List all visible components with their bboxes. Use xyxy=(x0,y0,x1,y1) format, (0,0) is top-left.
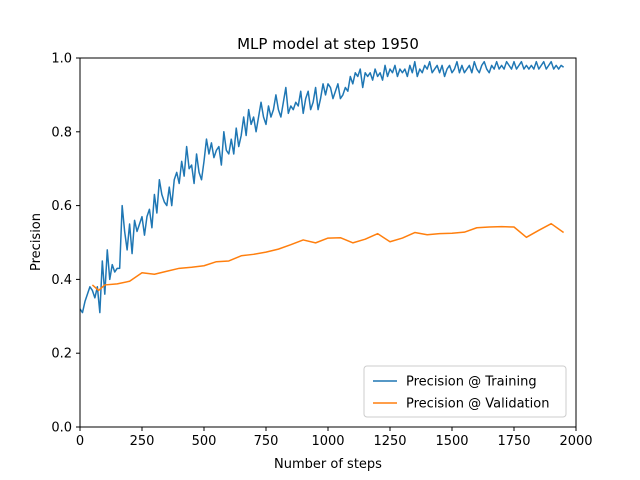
x-tick-label: 750 xyxy=(254,434,279,449)
x-tick-label: 2000 xyxy=(559,434,592,449)
legend-label: Precision @ Validation xyxy=(406,397,549,412)
plot-frame xyxy=(79,57,577,428)
y-tick-label: 0.2 xyxy=(51,347,72,362)
x-tick-label: 1750 xyxy=(497,434,530,449)
plot-area xyxy=(79,60,565,314)
x-tick-label: 1500 xyxy=(435,434,468,449)
y-tick-label: 0.4 xyxy=(51,273,72,288)
legend-box xyxy=(363,365,567,418)
y-tick-label: 0.8 xyxy=(51,125,72,140)
y-axis-title: Precision xyxy=(29,213,44,271)
y-axis: 0.0 0.2 0.4 0.6 0.8 1.0 xyxy=(51,52,80,436)
x-tick-label: 500 xyxy=(192,434,217,449)
y-tick-label: 1.0 xyxy=(51,52,72,67)
y-tick-label: 0.0 xyxy=(51,421,72,436)
legend-label: Precision @ Training xyxy=(406,375,537,390)
y-tick-label: 0.6 xyxy=(51,199,72,214)
x-tick-label: 250 xyxy=(130,434,155,449)
x-tick-label: 1250 xyxy=(373,434,406,449)
x-axis: 0 250 500 750 1000 1250 1500 1750 2000 xyxy=(76,427,593,449)
x-tick-label: 1000 xyxy=(311,434,344,449)
chart-title: MLP model at step 1950 xyxy=(237,35,419,53)
series-line-1 xyxy=(91,222,565,292)
x-axis-title: Number of steps xyxy=(274,457,382,472)
series-line-0 xyxy=(79,60,565,314)
x-tick-label: 0 xyxy=(76,434,84,449)
legend: Precision @ Training Precision @ Validati… xyxy=(363,365,567,418)
